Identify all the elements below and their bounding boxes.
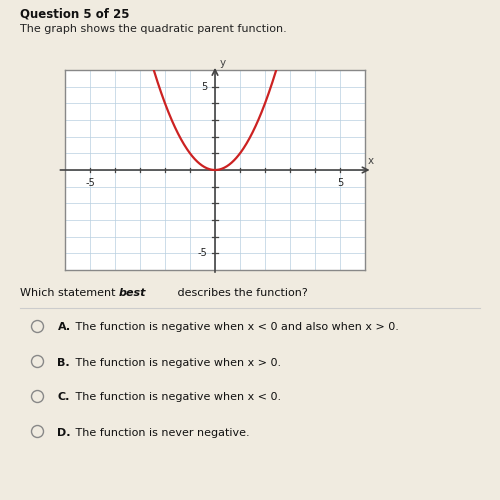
Text: Question 5 of 25: Question 5 of 25	[20, 8, 130, 20]
Text: 5: 5	[337, 178, 343, 188]
Text: Which statement: Which statement	[20, 288, 119, 298]
Text: B.: B.	[58, 358, 70, 368]
Text: The function is negative when x < 0 and also when x > 0.: The function is negative when x < 0 and …	[72, 322, 400, 332]
Text: The function is negative when x < 0.: The function is negative when x < 0.	[72, 392, 282, 402]
Text: C.: C.	[58, 392, 70, 402]
Text: -5: -5	[85, 178, 95, 188]
Text: The graph shows the quadratic parent function.: The graph shows the quadratic parent fun…	[20, 24, 287, 34]
Text: describes the function?: describes the function?	[174, 288, 308, 298]
Text: The function is negative when x > 0.: The function is negative when x > 0.	[72, 358, 282, 368]
Text: D.: D.	[58, 428, 71, 438]
Text: best: best	[119, 288, 146, 298]
Text: The function is never negative.: The function is never negative.	[72, 428, 250, 438]
Text: y: y	[220, 58, 226, 68]
Text: 5: 5	[201, 82, 207, 92]
Text: x: x	[368, 156, 374, 166]
Text: A.: A.	[58, 322, 70, 332]
Text: -5: -5	[198, 248, 207, 258]
